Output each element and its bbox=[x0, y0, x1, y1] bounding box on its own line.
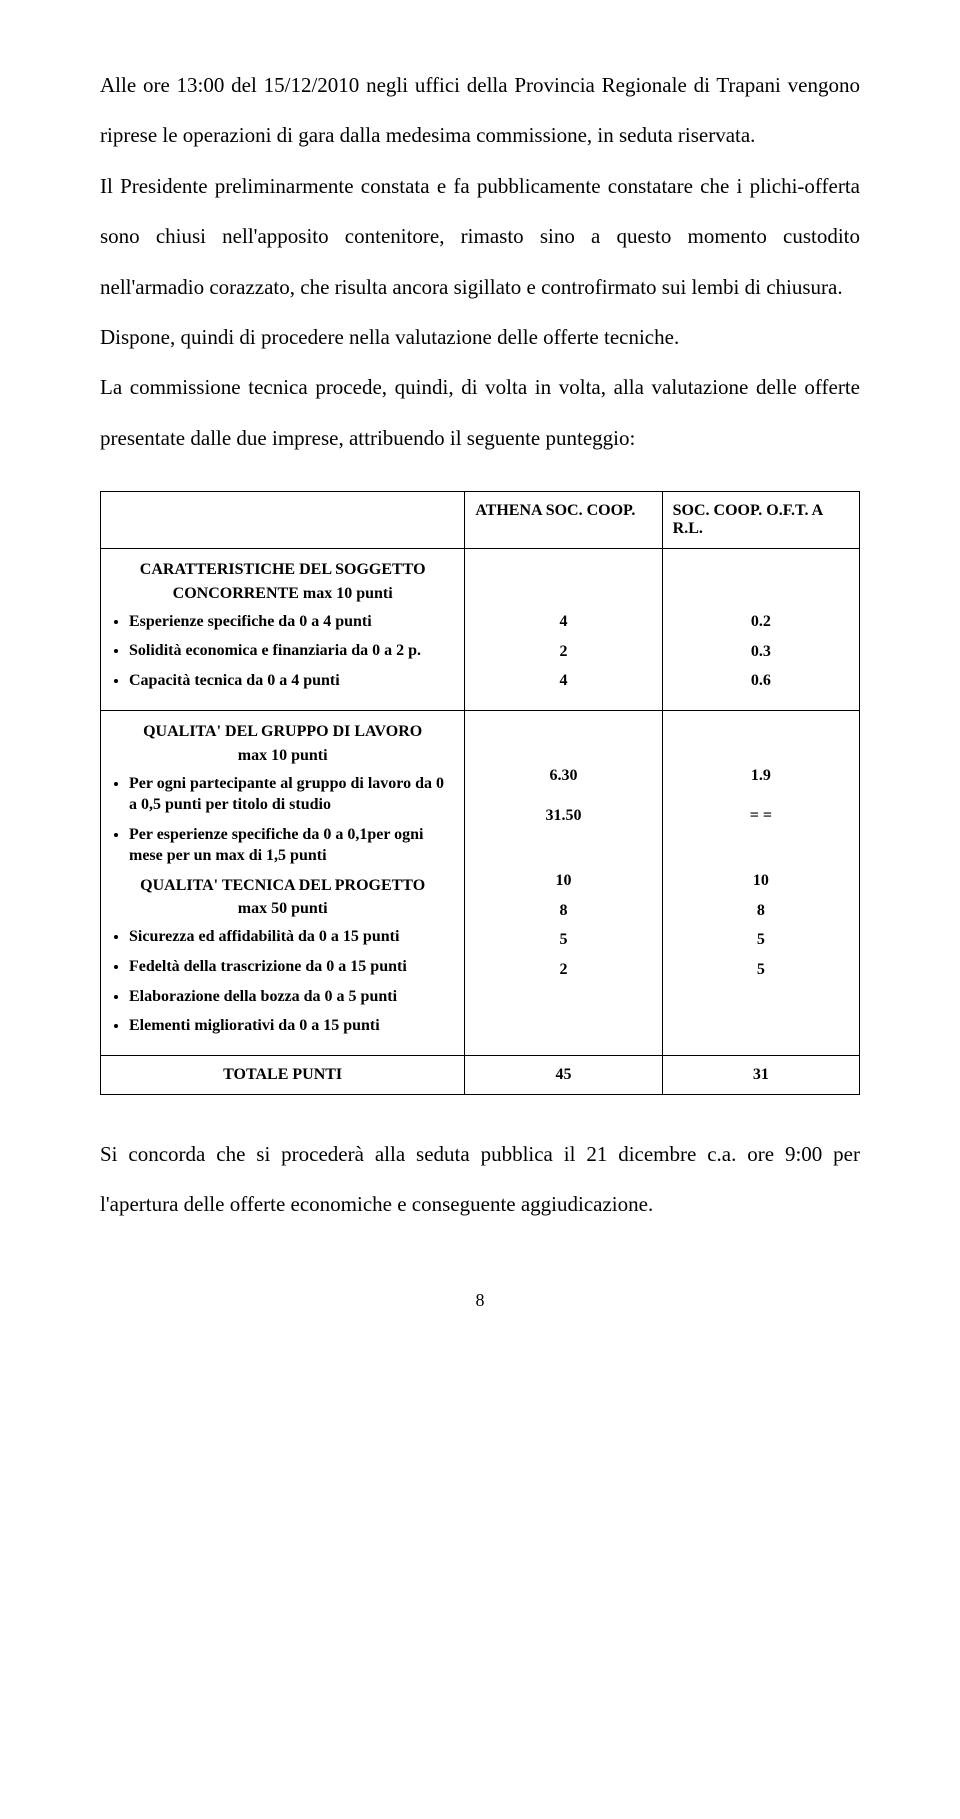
value: 8 bbox=[673, 900, 849, 922]
body-text-block: Alle ore 13:00 del 15/12/2010 negli uffi… bbox=[100, 60, 860, 463]
paragraph-3: Dispone, quindi di procedere nella valut… bbox=[100, 312, 860, 362]
total-value-a: 45 bbox=[465, 1055, 662, 1094]
criteria-item: Capacità tecnica da 0 a 4 punti bbox=[129, 670, 454, 692]
evaluation-table: ATHENA SOC. COOP. SOC. COOP. O.F.T. A R.… bbox=[100, 491, 860, 1095]
criteria-list-2a: Per ogni partecipante al gruppo di lavor… bbox=[129, 773, 454, 867]
total-value-b: 31 bbox=[662, 1055, 859, 1094]
value: 4 bbox=[475, 611, 651, 633]
table-row-section-2: QUALITA' DEL GRUPPO DI LAVORO max 10 pun… bbox=[101, 710, 860, 1055]
value: 5 bbox=[475, 929, 651, 951]
criteria-item: Esperienze specifiche da 0 a 4 punti bbox=[129, 611, 454, 633]
paragraph-4: La commissione tecnica procede, quindi, … bbox=[100, 362, 860, 463]
col-header-oft: SOC. COOP. O.F.T. A R.L. bbox=[662, 492, 859, 549]
value: 4 bbox=[475, 670, 651, 692]
criteria-item: Solidità economica e finanziaria da 0 a … bbox=[129, 640, 454, 662]
value: 1.9 bbox=[673, 765, 849, 787]
values-a-1: 4 2 4 bbox=[465, 549, 662, 711]
values-b-1: 0.2 0.3 0.6 bbox=[662, 549, 859, 711]
criteria-item: Per esperienze specifiche da 0 a 0,1per … bbox=[129, 824, 454, 867]
criteria-cell-2: QUALITA' DEL GRUPPO DI LAVORO max 10 pun… bbox=[101, 710, 465, 1055]
section-2a-subtitle: max 10 punti bbox=[111, 747, 454, 765]
total-label: TOTALE PUNTI bbox=[101, 1055, 465, 1094]
page-number: 8 bbox=[100, 1290, 860, 1311]
footer-text-block: Si concorda che si procederà alla seduta… bbox=[100, 1129, 860, 1230]
value: 5 bbox=[673, 959, 849, 981]
value: 6.30 bbox=[475, 765, 651, 787]
value: 2 bbox=[475, 959, 651, 981]
value: 0.6 bbox=[673, 670, 849, 692]
value: 10 bbox=[475, 870, 651, 892]
section-1-subtitle: CONCORRENTE max 10 punti bbox=[111, 585, 454, 603]
page: Alle ore 13:00 del 15/12/2010 negli uffi… bbox=[0, 0, 960, 1351]
table-header-row: ATHENA SOC. COOP. SOC. COOP. O.F.T. A R.… bbox=[101, 492, 860, 549]
value: 0.3 bbox=[673, 641, 849, 663]
value: 8 bbox=[475, 900, 651, 922]
table-row-section-1: CARATTERISTICHE DEL SOGGETTO CONCORRENTE… bbox=[101, 549, 860, 711]
value: 5 bbox=[673, 929, 849, 951]
section-1-title: CARATTERISTICHE DEL SOGGETTO bbox=[111, 559, 454, 581]
criteria-item: Elaborazione della bozza da 0 a 5 punti bbox=[129, 986, 454, 1008]
table-row-total: TOTALE PUNTI 45 31 bbox=[101, 1055, 860, 1094]
section-2b-subtitle: max 50 punti bbox=[111, 900, 454, 918]
paragraph-1: Alle ore 13:00 del 15/12/2010 negli uffi… bbox=[100, 60, 860, 161]
value: 31.50 bbox=[475, 805, 651, 827]
value: 2 bbox=[475, 641, 651, 663]
value: = = bbox=[673, 805, 849, 827]
values-a-2: 6.30 31.50 10 8 5 2 bbox=[465, 710, 662, 1055]
criteria-cell-1: CARATTERISTICHE DEL SOGGETTO CONCORRENTE… bbox=[101, 549, 465, 711]
criteria-item: Elementi migliorativi da 0 a 15 punti bbox=[129, 1015, 454, 1037]
section-2b-title: QUALITA' TECNICA DEL PROGETTO bbox=[111, 875, 454, 897]
col-header-athena: ATHENA SOC. COOP. bbox=[465, 492, 662, 549]
value: 10 bbox=[673, 870, 849, 892]
criteria-item: Per ogni partecipante al gruppo di lavor… bbox=[129, 773, 454, 816]
criteria-list-2b: Sicurezza ed affidabilità da 0 a 15 punt… bbox=[129, 926, 454, 1036]
section-2a-title: QUALITA' DEL GRUPPO DI LAVORO bbox=[111, 721, 454, 743]
value: 0.2 bbox=[673, 611, 849, 633]
footer-paragraph-1: Si concorda che si procederà alla seduta… bbox=[100, 1129, 860, 1230]
criteria-item: Fedeltà della trascrizione da 0 a 15 pun… bbox=[129, 956, 454, 978]
criteria-item: Sicurezza ed affidabilità da 0 a 15 punt… bbox=[129, 926, 454, 948]
paragraph-2: Il Presidente preliminarmente constata e… bbox=[100, 161, 860, 312]
values-b-2: 1.9 = = 10 8 5 5 bbox=[662, 710, 859, 1055]
criteria-list-1: Esperienze specifiche da 0 a 4 punti Sol… bbox=[129, 611, 454, 692]
